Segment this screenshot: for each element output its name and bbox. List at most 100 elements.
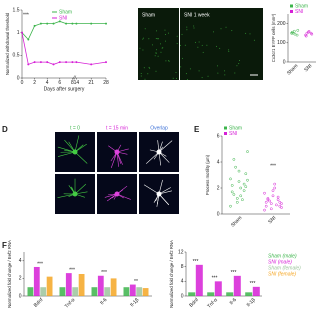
point xyxy=(230,190,234,194)
speckle xyxy=(186,29,188,31)
speckle xyxy=(239,60,241,62)
speckle xyxy=(201,77,203,79)
speckle xyxy=(249,33,251,35)
x-tick-label: 8 xyxy=(71,80,74,86)
speckle xyxy=(140,75,142,77)
point xyxy=(52,63,55,66)
legend-swatch xyxy=(290,4,293,8)
y-tick-label: 0.5 xyxy=(13,53,20,59)
point xyxy=(27,63,30,66)
point xyxy=(229,177,232,181)
x-tick-label: Il-6 xyxy=(229,297,238,306)
x-tick-label: Il-1β xyxy=(246,297,257,308)
annotation: *** xyxy=(193,259,199,265)
panel-letter: F xyxy=(2,241,7,250)
speckle xyxy=(155,70,157,72)
x-tick-label: SNI xyxy=(303,63,313,73)
y-tick-label: 2 xyxy=(217,185,220,191)
speckle xyxy=(165,60,167,62)
point xyxy=(237,169,241,173)
bar xyxy=(78,274,85,296)
point xyxy=(58,61,61,64)
annotation: *** xyxy=(69,267,75,273)
image-label: Sham xyxy=(142,12,155,18)
speckle xyxy=(201,44,203,46)
speckle xyxy=(142,49,144,51)
point xyxy=(268,199,271,203)
x-tick-label: 6 xyxy=(58,80,61,86)
speckle xyxy=(143,67,145,69)
y-tick-label: 4 xyxy=(19,258,22,264)
point xyxy=(276,198,280,202)
point xyxy=(269,202,273,205)
speckle xyxy=(238,63,240,65)
x-tick-label: Bdnf xyxy=(33,297,45,309)
legend-label: SNI xyxy=(59,15,67,21)
bar xyxy=(72,287,79,296)
soma xyxy=(156,149,162,155)
point xyxy=(246,178,249,182)
bar xyxy=(195,264,203,296)
speckle xyxy=(148,38,150,40)
point xyxy=(280,202,283,205)
speckle xyxy=(167,32,169,34)
legend-label: Sham xyxy=(229,125,242,131)
point xyxy=(239,194,243,198)
speckle xyxy=(176,35,178,37)
point xyxy=(105,22,107,25)
x-tick-label: 14 xyxy=(74,80,80,86)
x-tick-label: 0 xyxy=(21,80,24,86)
speckle xyxy=(168,60,170,62)
series-line xyxy=(21,20,106,41)
annotation: *** xyxy=(23,12,29,18)
speckle xyxy=(144,78,146,80)
speckle xyxy=(185,73,187,75)
annotation: *** xyxy=(250,281,256,287)
point xyxy=(305,31,309,35)
image-grid xyxy=(55,132,179,214)
point xyxy=(39,61,42,64)
point xyxy=(292,29,296,33)
legend-label: SNI (male) xyxy=(268,259,292,265)
legend-label: SNI (female) xyxy=(268,271,296,277)
soma xyxy=(114,191,120,197)
bar xyxy=(129,284,136,296)
speckle xyxy=(180,66,182,68)
speckle xyxy=(160,51,162,53)
y-axis-label: Normalized withdrawal threshold xyxy=(5,12,10,75)
speckle xyxy=(165,40,167,42)
point xyxy=(276,195,280,199)
speckle xyxy=(155,30,157,32)
image-label: t = 0 xyxy=(70,125,80,131)
speckle xyxy=(198,70,200,72)
point xyxy=(307,29,311,33)
speckle xyxy=(154,55,156,57)
legend-swatch xyxy=(224,126,227,130)
bar xyxy=(245,292,253,296)
speckle xyxy=(197,46,199,48)
process xyxy=(74,151,88,164)
speckle xyxy=(186,26,188,28)
bar xyxy=(188,292,196,296)
x-tick-label: Sham xyxy=(230,215,243,228)
point xyxy=(271,189,275,192)
point xyxy=(71,61,74,64)
point xyxy=(244,185,248,189)
speckle xyxy=(219,47,221,49)
point xyxy=(229,204,232,208)
point xyxy=(269,207,273,211)
y-axis-label: Normalized fold change / Eef2 RNA xyxy=(7,240,12,308)
x-tick-label: 2 xyxy=(33,80,36,86)
speckle xyxy=(253,39,255,41)
bar xyxy=(226,292,234,296)
y-axis-label: Process motility (µm) xyxy=(205,154,210,195)
speckle xyxy=(220,28,222,30)
x-tick-label: SNI xyxy=(267,215,277,225)
point xyxy=(52,22,55,25)
annotation: *** xyxy=(37,261,43,267)
point xyxy=(263,208,266,212)
speckle xyxy=(189,68,191,70)
speckle xyxy=(172,77,174,79)
bar xyxy=(110,278,117,296)
